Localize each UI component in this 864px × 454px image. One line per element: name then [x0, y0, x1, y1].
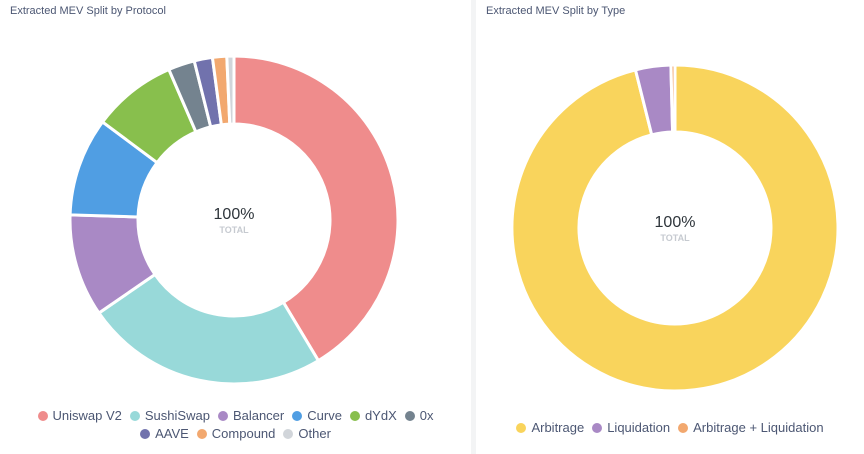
legend-dot-icon [196, 429, 207, 439]
legend-label: Arbitrage + Liquidation [693, 420, 824, 435]
protocol-legend: Uniswap V2 SushiSwap Balancer Curve dYdX 0x AA… [0, 407, 471, 443]
legend-dot-icon [592, 423, 603, 433]
protocol-chart-panel: Extracted MEV Split by Protocol 100% TOTA… [0, 5, 471, 443]
legend-dot-icon [404, 411, 415, 421]
slice-uniswap-v2[interactable] [232, 54, 400, 363]
legend-item[interactable]: Compound [196, 425, 276, 443]
slice-other[interactable] [225, 54, 236, 126]
type-donut-chart: 100% TOTAL [510, 63, 840, 393]
legend-dot-icon [678, 423, 689, 433]
legend-dot-icon [283, 429, 294, 439]
legend-dot-icon [292, 411, 303, 421]
legend-item[interactable]: Uniswap V2 [37, 407, 122, 425]
legend-label: Compound [211, 426, 276, 441]
legend-label: Liquidation [607, 420, 671, 435]
legend-item[interactable]: Arbitrage + Liquidation [678, 419, 824, 437]
type-chart-panel: Extracted MEV Split by Type 100% TOTAL Ar… [476, 0, 864, 454]
chart-title: Extracted MEV Split by Protocol [10, 5, 166, 17]
slice-arbitrage[interactable] [510, 63, 840, 393]
legend-dot-icon [516, 423, 527, 433]
slice-sushiswap[interactable] [96, 272, 321, 386]
legend-label: dYdX [364, 408, 397, 423]
center-total-label: TOTAL [660, 233, 690, 243]
legend-item[interactable]: Balancer [217, 407, 285, 425]
panel-divider [471, 0, 476, 454]
legend-label: AAVE [155, 426, 189, 441]
legend-item[interactable]: Arbitrage [516, 419, 584, 437]
legend-item[interactable]: Curve [292, 407, 342, 425]
center-total-label: TOTAL [219, 225, 249, 235]
protocol-donut-chart: 100% TOTAL [68, 54, 400, 386]
legend-item[interactable]: Liquidation [592, 419, 670, 437]
legend-dot-icon [140, 429, 151, 439]
legend-label: Other [298, 426, 331, 441]
legend-label: Uniswap V2 [52, 408, 122, 423]
legend-item[interactable]: dYdX [349, 407, 397, 425]
legend-label: Arbitrage [531, 420, 585, 435]
legend-item[interactable]: SushiSwap [129, 407, 210, 425]
legend-item[interactable]: 0x [404, 407, 434, 425]
legend-item[interactable]: Other [283, 425, 331, 443]
legend-dot-icon [37, 411, 48, 421]
legend-label: 0x [419, 408, 434, 423]
chart-title: Extracted MEV Split by Type [486, 5, 626, 17]
legend-label: SushiSwap [144, 408, 210, 423]
slice-arbitrage-liquidation[interactable] [669, 63, 677, 134]
center-total-value: 100% [655, 214, 696, 231]
type-legend: Arbitrage Liquidation Arbitrage + Liquidat… [476, 419, 864, 437]
legend-label: Balancer [232, 408, 285, 423]
legend-item[interactable]: AAVE [140, 425, 189, 443]
legend-dot-icon [129, 411, 140, 421]
center-total-value: 100% [214, 206, 255, 223]
legend-dot-icon [217, 411, 228, 421]
legend-label: Curve [307, 408, 342, 423]
legend-dot-icon [349, 411, 360, 421]
